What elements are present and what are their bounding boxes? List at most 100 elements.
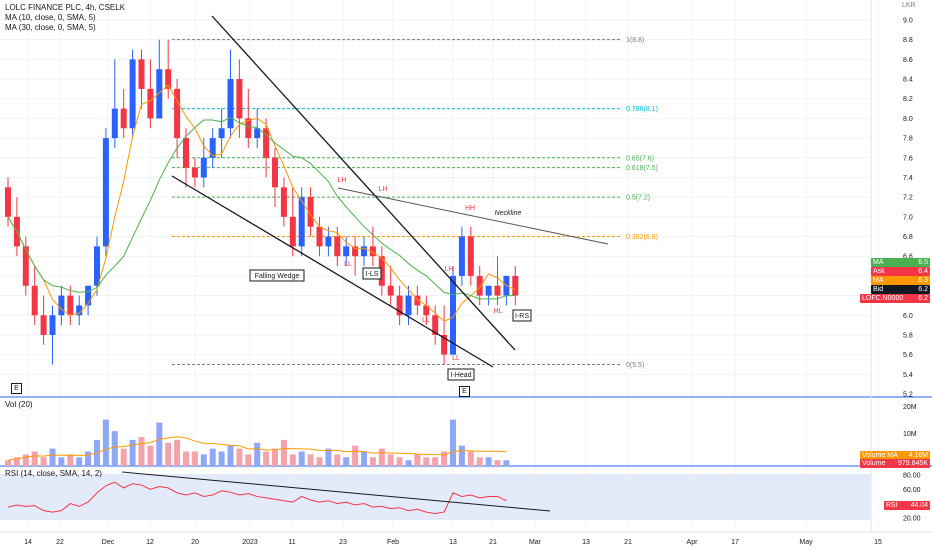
rsi-tag: RSI 44.04: [884, 501, 930, 510]
candle-body: [307, 197, 314, 227]
candle-body: [138, 59, 145, 89]
volume-bar: [396, 457, 403, 466]
candle-body: [476, 275, 483, 296]
candle-body: [58, 295, 65, 316]
price-tick-label: 6.0: [903, 313, 913, 320]
rsi-trendline: [121, 471, 551, 512]
candle-body: [387, 285, 394, 296]
volume-tick-label: 20M: [903, 404, 917, 411]
volume-legend: Vol (20): [5, 400, 33, 409]
volume-bar: [280, 439, 287, 466]
volume-bar: [494, 460, 501, 466]
volume-bar: [218, 451, 225, 466]
candle-body: [147, 88, 154, 119]
candle-body: [405, 295, 412, 316]
candle-body: [227, 79, 234, 129]
time-tick-label: 22: [56, 539, 64, 546]
volume-bar: [49, 448, 56, 466]
candle-body: [272, 157, 278, 188]
volume-bar: [387, 454, 394, 466]
moving-averages: [7, 84, 516, 322]
ma10-legend: MA (10, close, 0, SMA, 5): [5, 13, 96, 22]
volume-bar: [414, 454, 421, 466]
candle-body: [76, 305, 83, 316]
ma2-tag-label: MA: [873, 277, 884, 284]
candle-body: [5, 187, 11, 217]
grid-lines: [0, 0, 879, 532]
volume-bar: [147, 445, 154, 466]
time-tick-label: 12: [146, 539, 154, 546]
volume-bar: [476, 457, 483, 466]
earnings-flag[interactable]: E: [459, 386, 470, 397]
volume-bar: [325, 448, 332, 466]
candle-body: [183, 138, 189, 168]
chart-title: LOLC FINANCE PLC, 4h, CSELK: [5, 3, 126, 12]
candle-body: [298, 197, 305, 247]
swing-label: LH: [445, 266, 454, 273]
neckline: [337, 187, 609, 245]
volume-label: Volume: [862, 460, 886, 467]
candle-body: [343, 246, 350, 257]
volume-bar: [111, 431, 118, 466]
candle-body: [236, 79, 243, 119]
candle-body: [245, 118, 252, 139]
candle-body: [254, 128, 261, 139]
candlestick-series: [5, 39, 519, 365]
candle-body: [263, 128, 270, 158]
candle-body: [22, 246, 29, 286]
volume-tag: Volume 979.845K: [860, 459, 930, 468]
price-tick-label: 7.2: [903, 195, 913, 202]
ma10-line: [7, 84, 516, 322]
candle-body: [191, 167, 198, 178]
time-tick-label: 23: [339, 539, 347, 546]
volume-ma-line: [7, 436, 507, 461]
volume-value: 979.845K: [898, 460, 928, 467]
earnings-flag[interactable]: E: [11, 383, 22, 394]
candle-body: [450, 275, 456, 355]
candle-body: [467, 236, 474, 276]
volume-bar: [369, 457, 376, 466]
time-tick-label: 11: [288, 539, 295, 546]
volume-bar: [183, 451, 189, 466]
ma2-tag-value: 6.3: [918, 277, 928, 284]
bid-tag: Bid 6.2: [871, 285, 930, 294]
candle-body: [485, 285, 492, 296]
candle-body: [102, 138, 109, 247]
volume-bar: [361, 451, 367, 466]
price-tick-label: 8.0: [903, 116, 913, 123]
volume-bar: [5, 460, 11, 466]
ma2-tag: MA 6.3: [871, 276, 930, 285]
swing-label: LL: [422, 317, 430, 324]
ask-tag-value: 6.4: [918, 268, 928, 275]
volume-bar: [423, 457, 430, 466]
volume-bar: [236, 448, 243, 466]
swing-label: HL: [494, 308, 503, 315]
swing-label: LH: [379, 186, 388, 193]
rsi-tick-label: 60.00: [903, 487, 921, 494]
candle-body: [156, 69, 163, 119]
volume-bar: [263, 451, 270, 466]
neckline-label: Neckline: [495, 210, 522, 217]
volume-bar: [245, 454, 252, 466]
candle-body: [120, 108, 127, 129]
time-tick-label: Apr: [687, 539, 699, 546]
time-tick-label: 2023: [242, 539, 258, 546]
price-tick-label: 7.6: [903, 155, 913, 162]
volume-bar: [503, 460, 510, 466]
candle-body: [111, 108, 118, 139]
time-tick-label: May: [799, 539, 813, 546]
candle-body: [94, 246, 100, 286]
volume-bar: [174, 439, 181, 466]
volume-bar: [76, 457, 83, 466]
time-tick-label: Mar: [529, 539, 542, 546]
time-tick-label: 15: [874, 539, 882, 546]
candle-body: [512, 275, 519, 296]
volume-bar: [298, 451, 305, 466]
candle-body: [441, 334, 448, 355]
candle-body: [209, 138, 216, 158]
candle-body: [378, 256, 385, 286]
candle-body: [31, 285, 38, 316]
fib-level-label: 0.382(6.8): [626, 234, 658, 241]
time-tick-label: 20: [191, 539, 199, 546]
